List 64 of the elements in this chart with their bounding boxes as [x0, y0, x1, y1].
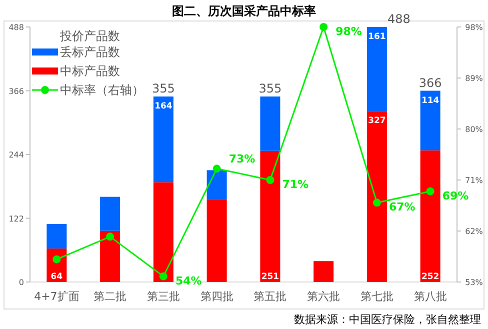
data-label: 54% — [175, 274, 202, 288]
x-tick-label: 第二批 — [94, 290, 127, 303]
data-label: 73% — [228, 152, 256, 166]
y2-tick-label: 71% — [465, 176, 484, 185]
total-label: 355 — [258, 82, 282, 96]
bar — [100, 196, 120, 231]
bar — [206, 170, 227, 200]
total-label: 366 — [418, 76, 442, 90]
point — [212, 164, 221, 173]
y2-tick-label: 53% — [465, 278, 484, 287]
chart-title: 图二、历次国采产品中标率 — [172, 4, 316, 18]
y2-tick-label: 62% — [465, 227, 484, 236]
legend-label: 中标产品数 — [60, 64, 120, 78]
bar — [206, 200, 227, 282]
data-label: 161 — [368, 32, 386, 42]
x-tick-label: 第六批 — [307, 290, 340, 303]
legend-title: 投价产品数 — [59, 29, 120, 43]
bar — [153, 96, 174, 182]
y-tick-label: 244 — [8, 150, 24, 160]
y2-tick-label: 98% — [465, 23, 484, 32]
y-tick-label: 366 — [8, 86, 24, 96]
point — [426, 187, 434, 196]
total-label: 355 — [152, 82, 175, 96]
source-note: 数据来源：中国医疗保险，张自然整理 — [294, 313, 481, 326]
point — [320, 23, 328, 31]
point — [372, 198, 381, 207]
point — [266, 176, 274, 184]
y-tick-label: 488 — [8, 23, 24, 32]
data-label: 71% — [282, 178, 309, 191]
y-tick-label: 0 — [18, 278, 24, 287]
bar — [260, 150, 280, 282]
bar — [100, 230, 120, 282]
x-tick-label: 第七批 — [360, 290, 394, 303]
y2-tick-label: 80% — [465, 125, 484, 134]
bar — [153, 182, 174, 282]
x-tick-label: 4+7扩面 — [34, 290, 80, 303]
bar — [260, 96, 280, 151]
total-label: 488 — [387, 12, 410, 26]
point — [52, 255, 61, 264]
point — [106, 232, 114, 241]
x-tick-label: 第三批 — [146, 290, 180, 303]
bar — [46, 224, 67, 249]
data-label: 67% — [388, 200, 416, 214]
bar — [420, 90, 440, 150]
data-label: 327 — [368, 116, 386, 126]
x-tick-label: 第四批 — [200, 290, 234, 303]
data-label: 252 — [421, 272, 440, 282]
x-tick-label: 第五批 — [254, 290, 287, 303]
legend-label: 丢标产品数 — [60, 45, 120, 59]
data-label: 114 — [421, 96, 440, 106]
data-label: 164 — [154, 102, 172, 112]
data-label: 98% — [336, 25, 362, 38]
bar — [314, 261, 334, 282]
data-label: 69% — [442, 189, 469, 202]
legend-label: 中标率（右轴） — [60, 83, 144, 97]
y2-tick-label: 89% — [465, 74, 484, 83]
bar — [420, 150, 440, 282]
bar — [366, 111, 387, 282]
point — [159, 272, 168, 280]
data-label: 251 — [261, 272, 280, 282]
x-tick-label: 第八批 — [414, 290, 447, 303]
data-label: 64 — [50, 272, 63, 282]
y-tick-label: 122 — [8, 214, 24, 224]
bar — [366, 27, 387, 112]
